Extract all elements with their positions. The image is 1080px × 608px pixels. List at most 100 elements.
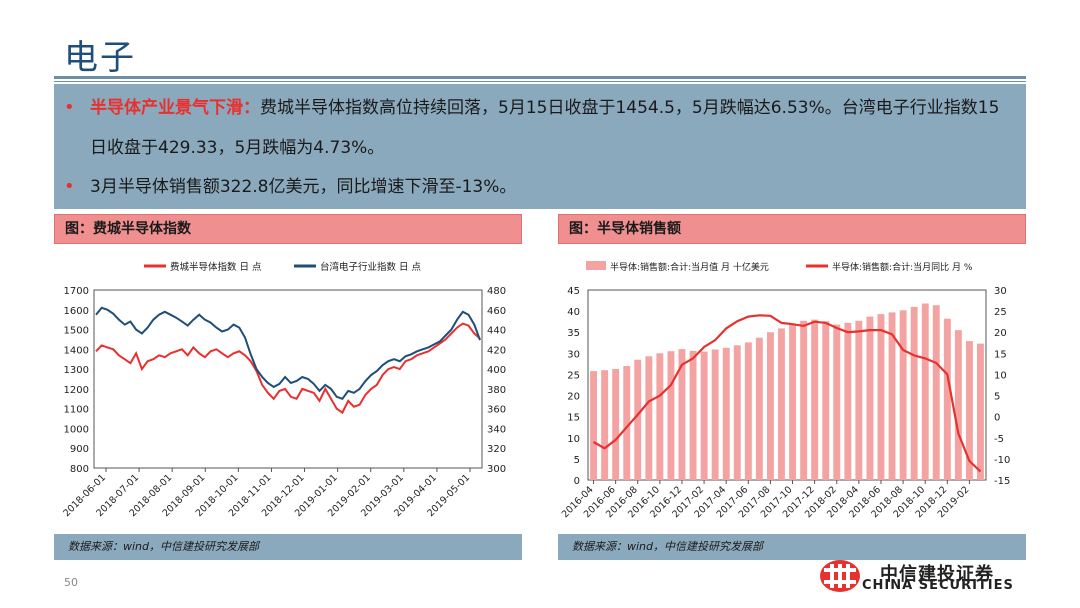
bar xyxy=(767,332,774,480)
plot-frame xyxy=(587,289,987,481)
legend-label-1: 半导体:销售额:合计:当月值 月 十亿美元 xyxy=(610,261,769,273)
logo-cn-text: 中信建投证券 xyxy=(880,564,994,585)
y-left-tick-label: 1000 xyxy=(64,424,89,435)
bar xyxy=(755,337,763,480)
bar xyxy=(744,342,752,480)
y-right-tick-label: 360 xyxy=(487,405,506,416)
y-right-tick-label: 460 xyxy=(487,306,506,317)
y-left-tick-label: 40 xyxy=(567,307,580,318)
legend-swatch-1 xyxy=(586,261,606,270)
title-rule-thin xyxy=(54,81,1026,82)
bar xyxy=(866,316,874,480)
right-chart-source: 数据来源：wind，中信建投研究发展部 xyxy=(558,534,1026,560)
bar xyxy=(623,366,631,480)
bar xyxy=(910,306,918,480)
bar xyxy=(645,356,653,480)
bar xyxy=(800,320,808,480)
bar xyxy=(678,349,686,480)
bullet-2: • 3月半导体销售额322.8亿美元，同比增速下滑至-13%。 xyxy=(64,167,1016,207)
y-left-tick-label: 10 xyxy=(567,434,580,445)
bullet-dot: • xyxy=(64,97,75,118)
y-left-tick-label: 1400 xyxy=(64,345,89,356)
bar xyxy=(954,330,962,480)
philly-semiconductor-chart: 800 900 1000 1100 1200 1300 1400 1500 1600 1700 30… xyxy=(61,261,506,519)
y-right-tick-label: 380 xyxy=(487,385,506,396)
y-left-tick-label: 1100 xyxy=(64,405,89,416)
bar xyxy=(932,305,940,480)
yoy-line xyxy=(592,314,982,473)
y-left-tick-label: 30 xyxy=(567,349,580,360)
bar xyxy=(656,353,664,480)
y-left-tick-label: 5 xyxy=(574,455,580,466)
y-left-tick-label: 15 xyxy=(567,413,580,424)
legend-label-2: 半导体:销售额:合计:当月同比 月 % xyxy=(832,261,973,273)
semiconductor-sales-chart: 051015202530354045-15-10-505101520253020… xyxy=(560,261,1010,520)
y-right-tick-label: 480 xyxy=(487,286,506,297)
y-left-tick-label: 800 xyxy=(70,464,89,475)
page-title: 电子 xyxy=(64,38,136,78)
series-line-2 xyxy=(95,306,481,400)
bar xyxy=(789,324,796,480)
y-right-tick-label: 420 xyxy=(487,345,506,356)
y-right-tick-label: 5 xyxy=(994,392,1000,403)
bar xyxy=(855,320,863,480)
legend-label-2: 台湾电子行业指数 日 点 xyxy=(320,261,422,273)
y-right-tick-label: 400 xyxy=(487,365,506,376)
bullet-dot: • xyxy=(64,176,75,197)
bullet-2-body: 3月半导体销售额322.8亿美元，同比增速下滑至-13%。 xyxy=(90,177,517,197)
y-right-tick-label: 440 xyxy=(487,326,506,337)
y-left-tick-label: 1300 xyxy=(64,365,89,376)
y-right-tick-label: -15 xyxy=(994,476,1010,487)
bar xyxy=(833,324,841,480)
y-left-tick-label: 1600 xyxy=(64,306,89,317)
y-right-tick-label: 10 xyxy=(994,370,1007,381)
bullet-1-highlight: 半导体产业景气下滑： xyxy=(90,98,260,118)
y-left-tick-label: 900 xyxy=(70,444,89,455)
bar xyxy=(733,345,741,480)
bar xyxy=(811,319,819,480)
summary-panel: • 半导体产业景气下滑：费城半导体指数高位持续回落，5月15日收盘于1454.5… xyxy=(54,84,1026,209)
bar xyxy=(612,369,620,480)
left-chart-source: 数据来源：wind，中信建投研究发展部 xyxy=(54,534,522,560)
y-left-tick-label: 1500 xyxy=(64,326,89,337)
bar xyxy=(667,351,675,480)
bullet-1-text: 半导体产业景气下滑：费城半导体指数高位持续回落，5月15日收盘于1454.5，5… xyxy=(64,88,1016,168)
bar xyxy=(977,343,984,480)
bar xyxy=(689,350,697,480)
bar xyxy=(601,370,609,480)
plot-frame xyxy=(93,289,483,469)
y-left-tick-label: 1700 xyxy=(64,286,89,297)
bar xyxy=(722,347,730,480)
bar xyxy=(590,371,597,480)
y-right-tick-label: 30 xyxy=(994,286,1007,297)
series-line-1 xyxy=(95,322,481,415)
y-right-tick-label: -10 xyxy=(994,455,1010,466)
bar xyxy=(888,312,896,480)
left-chart-header: 图：费城半导体指数 xyxy=(54,214,522,244)
bar xyxy=(822,321,830,480)
bar xyxy=(700,351,708,480)
page-number: 50 xyxy=(64,576,78,589)
bar xyxy=(778,328,785,480)
y-left-tick-label: 45 xyxy=(567,286,580,297)
logo-en-text: CHINA SECURITIES xyxy=(862,578,1014,593)
bar xyxy=(844,322,852,480)
bar xyxy=(966,341,973,480)
y-right-tick-label: 20 xyxy=(994,328,1007,339)
y-right-tick-label: 15 xyxy=(994,349,1007,360)
y-right-tick-label: 320 xyxy=(487,444,506,455)
y-left-tick-label: 25 xyxy=(567,370,580,381)
y-right-tick-label: 300 xyxy=(487,464,506,475)
y-left-tick-label: 0 xyxy=(574,476,580,487)
y-left-tick-label: 35 xyxy=(567,328,580,339)
y-left-tick-label: 20 xyxy=(567,392,580,403)
title-rule xyxy=(54,76,1026,79)
y-right-tick-label: 340 xyxy=(487,424,506,435)
y-right-tick-label: 25 xyxy=(994,307,1007,318)
china-securities-logo-icon xyxy=(820,560,860,592)
bar xyxy=(711,349,719,480)
legend-label-1: 费城半导体指数 日 点 xyxy=(170,261,262,273)
bar xyxy=(877,314,885,480)
y-right-tick-label: -5 xyxy=(994,434,1004,445)
y-right-tick-label: 0 xyxy=(994,413,1000,424)
